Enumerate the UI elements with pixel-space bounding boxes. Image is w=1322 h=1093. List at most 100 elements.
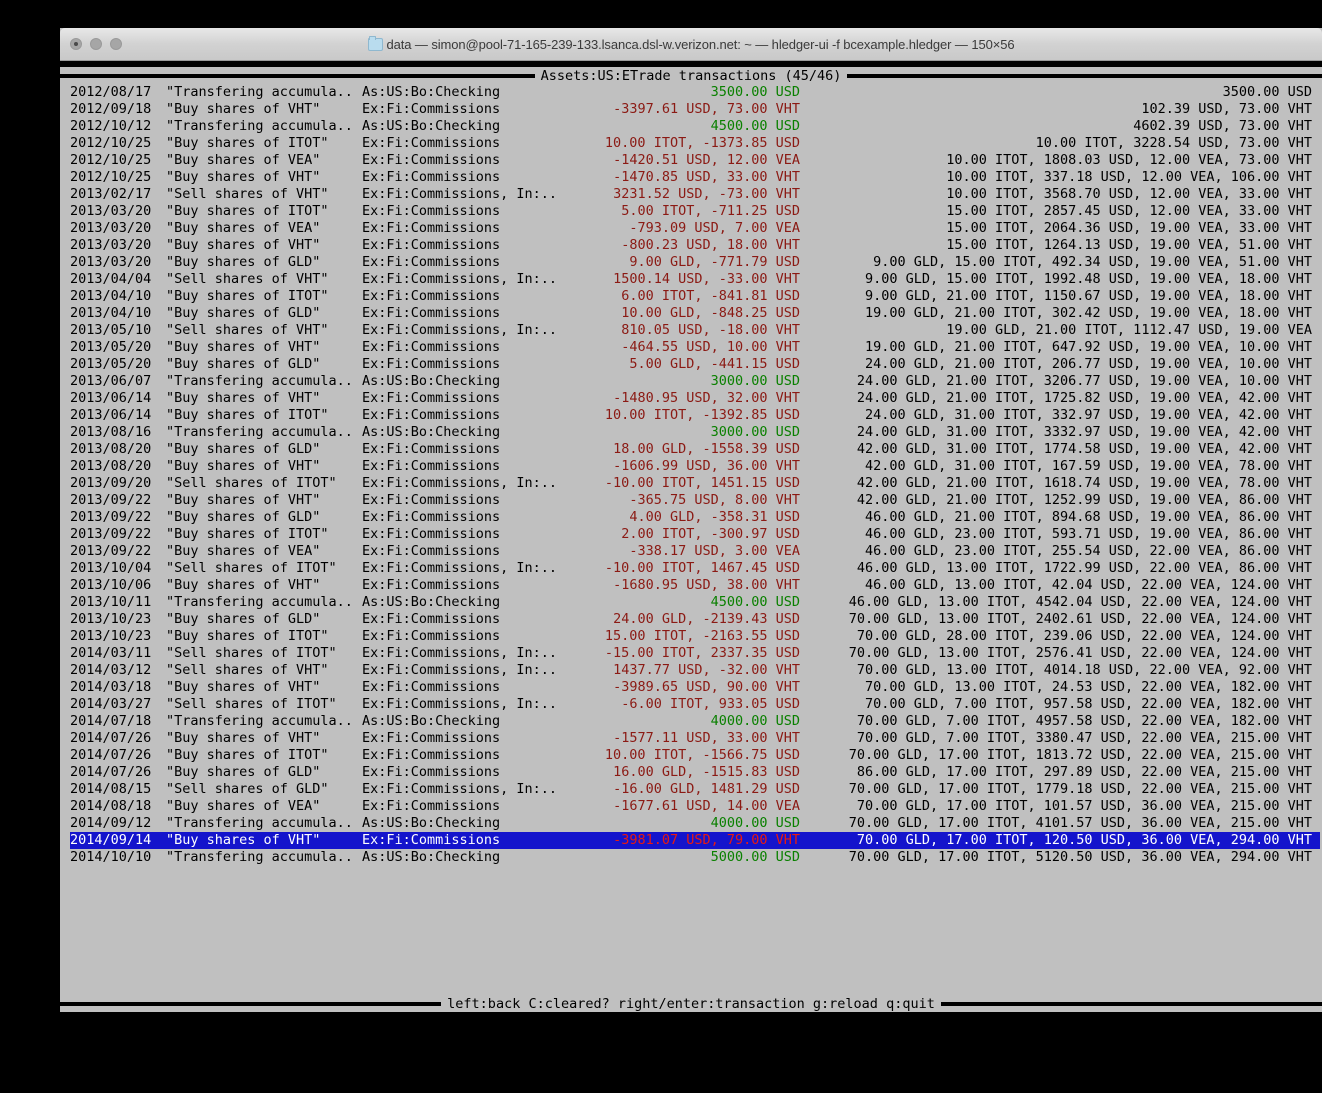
transaction-description: "Sell shares of ITOT" <box>166 475 337 491</box>
transaction-account: Ex:Fi:Commissions, In:.. <box>362 475 558 491</box>
table-row[interactable]: 2013/06/14 "Buy shares of VHT" Ex:Fi:Commi… <box>70 390 1320 407</box>
table-row[interactable]: 2014/07/26 "Buy shares of GLD" Ex:Fi:Commi… <box>70 764 1320 781</box>
table-row[interactable]: 2013/05/20 "Buy shares of GLD" Ex:Fi:Commi… <box>70 356 1320 373</box>
table-row[interactable]: 2013/04/10 "Buy shares of GLD" Ex:Fi:Commi… <box>70 305 1320 322</box>
table-row[interactable]: 2013/06/14 "Buy shares of ITOT" Ex:Fi:Comm… <box>70 407 1320 424</box>
running-balance: 46.00 GLD, 21.00 ITOT, 894.68 USD, 19.00… <box>864 509 1312 525</box>
table-row[interactable]: 2013/08/16 "Transfering accumula.. As:US:B… <box>70 424 1320 441</box>
transaction-date: 2013/09/22 <box>70 492 152 508</box>
table-row[interactable]: 2013/04/10 "Buy shares of ITOT" Ex:Fi:Comm… <box>70 288 1320 305</box>
table-row[interactable]: 2013/10/23 "Buy shares of GLD" Ex:Fi:Commi… <box>70 611 1320 628</box>
transaction-description: "Sell shares of ITOT" <box>166 560 337 576</box>
view-header-title: Assets:US:ETrade transactions (45/46) <box>540 67 842 84</box>
transaction-date: 2014/07/26 <box>70 730 152 746</box>
table-row[interactable]: 2014/07/26 "Buy shares of ITOT" Ex:Fi:Comm… <box>70 747 1320 764</box>
transaction-amount: -464.55 USD, 10.00 VHT <box>621 339 800 355</box>
running-balance: 70.00 GLD, 17.00 ITOT, 1779.18 USD, 22.0… <box>848 781 1312 797</box>
table-row[interactable]: 2014/09/12 "Transfering accumula.. As:US:B… <box>70 815 1320 832</box>
table-row[interactable]: 2014/03/12 "Sell shares of VHT" Ex:Fi:Comm… <box>70 662 1320 679</box>
running-balance: 10.00 ITOT, 337.18 USD, 12.00 VEA, 106.0… <box>946 169 1312 185</box>
transaction-date: 2013/08/16 <box>70 424 152 440</box>
table-row[interactable]: 2013/06/07 "Transfering accumula.. As:US:B… <box>70 373 1320 390</box>
table-row[interactable]: 2013/08/20 "Buy shares of VHT" Ex:Fi:Commi… <box>70 458 1320 475</box>
transaction-amount: -1470.85 USD, 33.00 VHT <box>613 169 800 185</box>
terminal-window: data — simon@pool-71-165-239-133.lsanca.… <box>60 28 1322 1018</box>
transaction-account: Ex:Fi:Commissions <box>362 135 501 151</box>
transaction-description: "Buy shares of VHT" <box>166 730 321 746</box>
transaction-amount: 5.00 GLD, -441.15 USD <box>629 356 800 372</box>
transaction-date: 2014/08/15 <box>70 781 152 797</box>
table-row[interactable]: 2013/04/04 "Sell shares of VHT" Ex:Fi:Comm… <box>70 271 1320 288</box>
table-row[interactable]: 2014/08/18 "Buy shares of VEA" Ex:Fi:Commi… <box>70 798 1320 815</box>
table-row[interactable]: 2014/07/18 "Transfering accumula.. As:US:B… <box>70 713 1320 730</box>
header-rule-left <box>60 73 535 78</box>
transaction-account: Ex:Fi:Commissions <box>362 798 501 814</box>
transaction-description: "Buy shares of GLD" <box>166 356 321 372</box>
transaction-description: "Buy shares of VEA" <box>166 220 321 236</box>
transaction-account: Ex:Fi:Commissions <box>362 339 501 355</box>
zoom-button[interactable] <box>110 38 122 50</box>
table-row[interactable]: 2013/03/20 "Buy shares of VHT" Ex:Fi:Commi… <box>70 237 1320 254</box>
transaction-account: Ex:Fi:Commissions <box>362 169 501 185</box>
transaction-date: 2012/10/25 <box>70 152 152 168</box>
table-row[interactable]: 2013/03/20 "Buy shares of ITOT" Ex:Fi:Comm… <box>70 203 1320 220</box>
table-row[interactable]: 2013/02/17 "Sell shares of VHT" Ex:Fi:Comm… <box>70 186 1320 203</box>
table-row[interactable]: 2013/09/22 "Buy shares of ITOT" Ex:Fi:Comm… <box>70 526 1320 543</box>
table-row[interactable]: 2013/09/20 "Sell shares of ITOT" Ex:Fi:Com… <box>70 475 1320 492</box>
transaction-account: Ex:Fi:Commissions <box>362 101 501 117</box>
table-row[interactable]: 2013/03/20 "Buy shares of VEA" Ex:Fi:Commi… <box>70 220 1320 237</box>
minimize-button[interactable] <box>90 38 102 50</box>
transaction-description: "Buy shares of VEA" <box>166 152 321 168</box>
table-row[interactable]: 2012/10/12 "Transfering accumula.. As:US:B… <box>70 118 1320 135</box>
transaction-description: "Buy shares of VHT" <box>166 169 321 185</box>
transaction-account: As:US:Bo:Checking <box>362 118 501 134</box>
transaction-account: Ex:Fi:Commissions <box>362 390 501 406</box>
table-row[interactable]: 2013/08/20 "Buy shares of GLD" Ex:Fi:Commi… <box>70 441 1320 458</box>
table-row[interactable]: 2014/03/27 "Sell shares of ITOT" Ex:Fi:Com… <box>70 696 1320 713</box>
running-balance: 70.00 GLD, 7.00 ITOT, 957.58 USD, 22.00 … <box>864 696 1312 712</box>
table-row[interactable]: 2014/07/26 "Buy shares of VHT" Ex:Fi:Commi… <box>70 730 1320 747</box>
transaction-account: As:US:Bo:Checking <box>362 815 501 831</box>
transaction-list[interactable]: 2012/08/17 "Transfering accumula.. As:US:B… <box>60 84 1322 866</box>
window-controls[interactable] <box>70 38 122 50</box>
running-balance: 70.00 GLD, 7.00 ITOT, 3380.47 USD, 22.00… <box>856 730 1312 746</box>
table-row[interactable]: 2013/09/22 "Buy shares of VHT" Ex:Fi:Commi… <box>70 492 1320 509</box>
table-row[interactable]: 2014/03/11 "Sell shares of ITOT" Ex:Fi:Com… <box>70 645 1320 662</box>
table-row[interactable]: 2012/09/18 "Buy shares of VHT" Ex:Fi:Commi… <box>70 101 1320 118</box>
transaction-description: "Buy shares of VHT" <box>166 390 321 406</box>
table-row[interactable]: 2012/08/17 "Transfering accumula.. As:US:B… <box>70 84 1320 101</box>
table-row[interactable]: 2014/09/14 "Buy shares of VHT" Ex:Fi:Commi… <box>70 832 1320 849</box>
terminal-screen[interactable]: Assets:US:ETrade transactions (45/46) 20… <box>60 61 1322 1018</box>
transaction-amount: -1606.99 USD, 36.00 VHT <box>613 458 800 474</box>
table-row[interactable]: 2013/10/11 "Transfering accumula.. As:US:B… <box>70 594 1320 611</box>
table-row[interactable]: 2012/10/25 "Buy shares of ITOT" Ex:Fi:Comm… <box>70 135 1320 152</box>
table-row[interactable]: 2013/05/10 "Sell shares of VHT" Ex:Fi:Comm… <box>70 322 1320 339</box>
running-balance: 3500.00 USD <box>1222 84 1312 100</box>
table-row[interactable]: 2013/10/23 "Buy shares of ITOT" Ex:Fi:Comm… <box>70 628 1320 645</box>
transaction-amount: 4000.00 USD <box>710 815 800 831</box>
transaction-date: 2014/03/18 <box>70 679 152 695</box>
table-row[interactable]: 2014/03/18 "Buy shares of VHT" Ex:Fi:Commi… <box>70 679 1320 696</box>
close-button[interactable] <box>70 38 82 50</box>
table-row[interactable]: 2013/03/20 "Buy shares of GLD" Ex:Fi:Commi… <box>70 254 1320 271</box>
table-row[interactable]: 2012/10/25 "Buy shares of VHT" Ex:Fi:Commi… <box>70 169 1320 186</box>
window-titlebar[interactable]: data — simon@pool-71-165-239-133.lsanca.… <box>60 28 1322 61</box>
status-bar: left:back C:cleared? right/enter:transac… <box>60 995 1322 1012</box>
transaction-account: Ex:Fi:Commissions, In:.. <box>362 271 558 287</box>
table-row[interactable]: 2013/05/20 "Buy shares of VHT" Ex:Fi:Commi… <box>70 339 1320 356</box>
table-row[interactable]: 2013/09/22 "Buy shares of VEA" Ex:Fi:Commi… <box>70 543 1320 560</box>
transaction-date: 2013/04/10 <box>70 288 152 304</box>
table-row[interactable]: 2012/10/25 "Buy shares of VEA" Ex:Fi:Commi… <box>70 152 1320 169</box>
transaction-date: 2012/10/25 <box>70 135 152 151</box>
running-balance: 9.00 GLD, 15.00 ITOT, 1992.48 USD, 19.00… <box>864 271 1312 287</box>
running-balance: 24.00 GLD, 31.00 ITOT, 332.97 USD, 19.00… <box>864 407 1312 423</box>
table-row[interactable]: 2013/09/22 "Buy shares of GLD" Ex:Fi:Commi… <box>70 509 1320 526</box>
table-row[interactable]: 2014/10/10 "Transfering accumula.. As:US:B… <box>70 849 1320 866</box>
table-row[interactable]: 2013/10/04 "Sell shares of ITOT" Ex:Fi:Com… <box>70 560 1320 577</box>
table-row[interactable]: 2014/08/15 "Sell shares of GLD" Ex:Fi:Comm… <box>70 781 1320 798</box>
running-balance: 70.00 GLD, 17.00 ITOT, 101.57 USD, 36.00… <box>856 798 1312 814</box>
table-row[interactable]: 2013/10/06 "Buy shares of VHT" Ex:Fi:Commi… <box>70 577 1320 594</box>
running-balance: 9.00 GLD, 15.00 ITOT, 492.34 USD, 19.00 … <box>873 254 1312 270</box>
transaction-account: Ex:Fi:Commissions <box>362 407 501 423</box>
transaction-account: Ex:Fi:Commissions, In:.. <box>362 781 558 797</box>
